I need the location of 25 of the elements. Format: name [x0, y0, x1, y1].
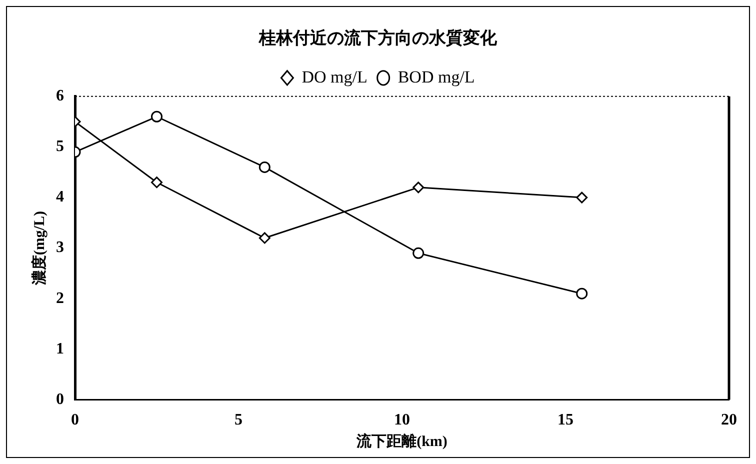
x-tick-label: 5: [234, 412, 242, 429]
y-tick-label: 4: [56, 188, 64, 206]
point: [258, 161, 270, 173]
y-tick-label: 5: [56, 138, 64, 156]
x-tick-label: 10: [394, 412, 410, 429]
y-tick-label: 1: [56, 340, 64, 358]
x-tick-label: 0: [71, 412, 79, 429]
point: [151, 176, 162, 188]
chart-title: 桂林付近の流下方向の水質変化: [258, 28, 498, 48]
x-tick-label: 15: [558, 412, 574, 429]
y-tick-label: 3: [56, 239, 64, 256]
y-tick-label: 6: [56, 88, 64, 105]
point: [258, 232, 270, 244]
point: [151, 110, 162, 122]
x-axis-title: 流下距離(km): [356, 432, 448, 450]
x-tick-label: 20: [721, 412, 737, 429]
y-tick-label: 0: [56, 390, 64, 408]
point: [576, 192, 588, 204]
legend-label: DO mg/L: [302, 67, 368, 86]
point: [576, 288, 588, 300]
legend-label: BOD mg/L: [398, 67, 475, 86]
point: [412, 247, 424, 259]
y-tick-label: 2: [56, 290, 64, 307]
y-axis-title: 濃度(mg/L): [30, 211, 48, 286]
point: [412, 182, 424, 194]
